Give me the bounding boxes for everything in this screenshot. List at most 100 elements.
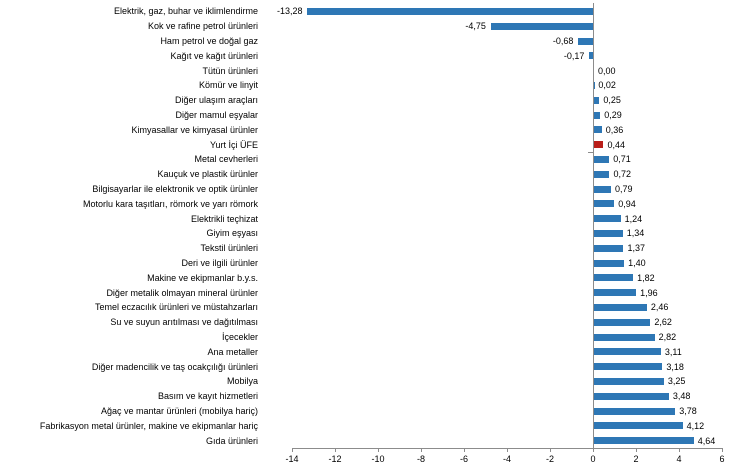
category-label: Basım ve kayıt hizmetleri <box>157 391 258 402</box>
value-label: 4,64 <box>697 435 716 446</box>
bar <box>594 111 601 119</box>
bar <box>594 141 604 149</box>
value-label: 2,62 <box>654 317 672 328</box>
value-label: 1,24 <box>624 213 643 224</box>
value-label: -0,68 <box>552 35 574 46</box>
x-axis-tick <box>550 448 551 452</box>
y-axis-line <box>593 3 594 448</box>
bar <box>594 274 634 282</box>
category-label: Diğer metalik olmayan mineral ürünler <box>106 287 258 298</box>
value-label: 0,71 <box>613 154 631 165</box>
category-label: Yurt İçi ÜFE <box>209 139 258 150</box>
value-label: 1,40 <box>628 257 646 268</box>
x-axis-tick <box>335 448 336 452</box>
category-label: Diğer ulaşım araçları <box>174 95 258 106</box>
value-label: 1,34 <box>626 228 645 239</box>
category-label: Ana metaller <box>207 346 258 357</box>
bar <box>578 37 593 45</box>
category-label: Deri ve ilgili ürünler <box>181 257 258 268</box>
value-label: 3,25 <box>667 376 686 387</box>
category-label: Tütün ürünleri <box>202 65 258 76</box>
category-label: Kauçuk ve plastik ürünler <box>157 169 258 180</box>
value-label: 0,94 <box>618 198 636 209</box>
category-label: Kağıt ve kağıt ürünleri <box>170 50 258 61</box>
category-label: Su ve suyun arıtılması ve dağıtılması <box>110 317 258 328</box>
x-axis-tick-label: -2 <box>545 454 554 464</box>
value-label: -4,75 <box>465 21 486 32</box>
x-axis-tick-label: -10 <box>371 454 385 464</box>
x-axis-tick-label: 4 <box>676 454 682 464</box>
bar <box>594 348 661 356</box>
bar <box>594 215 621 223</box>
x-axis-tick-label: -14 <box>285 454 299 464</box>
bar <box>594 259 625 267</box>
bar <box>594 377 664 385</box>
value-label: 0,29 <box>604 109 622 120</box>
category-label: Kok ve rafine petrol ürünleri <box>147 21 258 32</box>
x-axis-tick-label: 2 <box>633 454 639 464</box>
bar <box>594 96 600 104</box>
bar <box>594 289 637 297</box>
x-axis-tick-label: -6 <box>459 454 468 464</box>
category-label: Bilgisayarlar ile elektronik ve optik ür… <box>92 183 258 194</box>
value-label: 3,11 <box>664 346 682 357</box>
x-axis-tick <box>292 448 293 452</box>
bar <box>594 170 610 178</box>
bar <box>594 363 663 371</box>
category-label: Ağaç ve mantar ürünleri (mobilya hariç) <box>100 405 258 416</box>
bar <box>594 185 611 193</box>
value-label: 0,25 <box>603 95 621 106</box>
category-label: Makine ve ekipmanlar b.y.s. <box>147 272 258 283</box>
value-label: 0,02 <box>598 80 616 91</box>
bar <box>594 200 615 208</box>
bar <box>594 81 595 89</box>
category-label: Kömür ve linyit <box>198 80 258 91</box>
x-axis-tick <box>464 448 465 452</box>
bar <box>589 52 593 60</box>
bar <box>594 407 676 415</box>
value-label: 4,12 <box>686 420 705 431</box>
category-label: Mobilya <box>226 376 258 387</box>
x-axis-tick-label: -12 <box>328 454 342 464</box>
value-label: 1,96 <box>640 287 658 298</box>
bar <box>594 422 683 430</box>
value-label: 0,44 <box>607 139 625 150</box>
category-label: Motorlu kara taşıtları, römork ve yarı r… <box>82 198 258 209</box>
category-label: Gıda ürünleri <box>205 435 258 446</box>
bar <box>490 22 593 30</box>
value-label: 3,18 <box>666 361 684 372</box>
category-label: Kimyasallar ve kimyasal ürünler <box>131 124 258 135</box>
x-axis-tick <box>636 448 637 452</box>
category-label: Diğer mamul eşyalar <box>175 109 258 120</box>
category-label: Ham petrol ve doğal gaz <box>160 35 258 46</box>
category-label: Fabrikasyon metal ürünler, makine ve eki… <box>39 420 258 431</box>
bar <box>594 392 669 400</box>
value-label: 0,36 <box>605 124 624 135</box>
category-label: Diğer madencilik ve taş ocakçılığı ürünl… <box>91 361 258 372</box>
category-label: Metal cevherleri <box>194 154 258 165</box>
value-label: 2,82 <box>658 331 677 342</box>
x-axis-tick <box>507 448 508 452</box>
x-axis-tick-label: -4 <box>502 454 511 464</box>
category-label: Tekstil ürünleri <box>200 243 258 254</box>
bar <box>594 126 602 134</box>
x-axis-tick <box>679 448 680 452</box>
x-axis-tick <box>421 448 422 452</box>
x-axis-tick-label: 0 <box>590 454 596 464</box>
x-axis-tick <box>378 448 379 452</box>
bar <box>594 155 610 163</box>
category-label: Elektrikli teçhizat <box>190 213 258 224</box>
bar <box>594 333 655 341</box>
bar <box>594 229 623 237</box>
x-axis-tick-label: -8 <box>416 454 425 464</box>
category-label: Giyim eşyası <box>206 228 258 239</box>
value-label: -13,28 <box>276 6 303 17</box>
x-axis-tick-label: 6 <box>719 454 725 464</box>
value-label: 0,79 <box>614 183 633 194</box>
category-label: Temel eczacılık ürünleri ve müstahzarlar… <box>94 302 258 313</box>
value-label: 1,37 <box>627 243 645 254</box>
category-label: İçecekler <box>221 331 258 342</box>
bar <box>594 437 694 445</box>
x-axis-tick <box>722 448 723 452</box>
